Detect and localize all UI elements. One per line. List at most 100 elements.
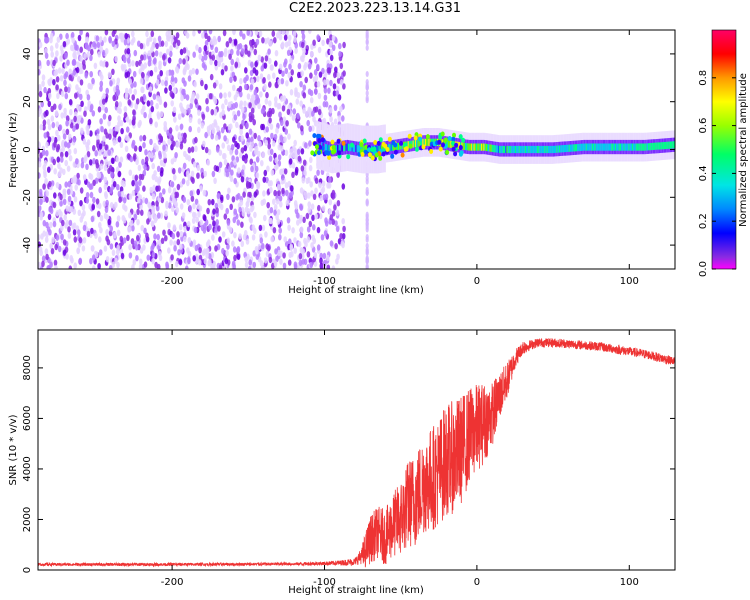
ridge-core	[613, 143, 616, 151]
noise-speckle	[226, 219, 231, 226]
noise-speckle	[312, 76, 317, 83]
noise-speckle	[105, 235, 109, 242]
ridge-blob	[400, 152, 405, 158]
ridge-core	[576, 144, 578, 152]
noise-speckle	[233, 208, 237, 215]
noise-speckle	[149, 99, 154, 107]
ridge-core	[513, 145, 516, 154]
ridge-core	[654, 142, 656, 150]
noise-speckle	[105, 229, 109, 236]
noise-speckle	[175, 32, 180, 39]
noise-speckle	[273, 204, 278, 211]
noise-speckle	[301, 30, 305, 35]
noise-speckle	[203, 64, 207, 71]
noise-speckle	[56, 92, 60, 100]
noise-speckle	[306, 236, 311, 243]
noise-speckle	[174, 260, 179, 268]
noise-speckle	[311, 125, 315, 132]
noise-speckle	[112, 203, 116, 211]
ridge-core	[661, 142, 663, 150]
noise-speckle	[125, 126, 130, 133]
noise-speckle	[262, 176, 267, 183]
noise-speckle	[331, 44, 336, 51]
noise-speckle	[264, 98, 269, 105]
ridge-blob	[318, 144, 323, 150]
noise-speckle	[140, 108, 145, 115]
noise-speckle	[302, 84, 307, 91]
noise-speckle	[169, 239, 173, 246]
ridge-core	[632, 143, 634, 151]
ridge-blob	[363, 149, 368, 155]
noise-speckle	[244, 67, 248, 74]
noise-speckle	[323, 259, 327, 267]
noise-speckle	[314, 57, 318, 64]
ridge-blob	[374, 152, 379, 158]
ridge-blob	[443, 137, 448, 143]
noise-speckle	[299, 203, 303, 210]
noise-speckle	[155, 102, 159, 110]
noise-speckle	[342, 41, 346, 49]
noise-speckle	[167, 187, 172, 194]
noise-speckle	[316, 34, 320, 41]
noise-speckle	[281, 30, 285, 36]
noise-speckle	[298, 253, 303, 260]
ridge-core	[600, 143, 602, 151]
noise-speckle	[289, 57, 293, 65]
ridge-core	[652, 142, 655, 150]
noise-speckle	[221, 62, 225, 70]
noise-speckle	[116, 229, 121, 236]
noise-speckle	[125, 116, 130, 123]
noise-speckle	[224, 65, 228, 72]
noise-speckle	[266, 111, 271, 118]
noise-speckle	[108, 114, 112, 122]
noise-speckle	[181, 178, 186, 185]
ridge-core	[500, 145, 502, 154]
ridge-blob	[336, 138, 341, 144]
noise-speckle	[198, 53, 203, 60]
noise-speckle	[116, 89, 120, 97]
noise-speckle	[150, 220, 155, 227]
noise-stripe-speckle	[365, 95, 369, 102]
noise-speckle	[119, 141, 124, 148]
noise-speckle	[217, 197, 221, 204]
ridge-core	[485, 143, 488, 151]
noise-speckle	[300, 70, 305, 77]
noise-speckle	[260, 65, 265, 72]
ridge-core	[335, 145, 338, 153]
noise-speckle	[141, 158, 145, 166]
ridge-core	[506, 145, 508, 154]
noise-speckle	[308, 30, 312, 34]
noise-speckle	[182, 67, 187, 75]
spectrogram-xlabel: Height of straight line (km)	[288, 285, 424, 296]
noise-speckle	[278, 234, 282, 241]
noise-speckle	[324, 217, 328, 224]
noise-speckle	[138, 68, 143, 75]
noise-speckle	[278, 111, 282, 118]
noise-speckle	[288, 158, 293, 165]
noise-speckle	[52, 79, 56, 86]
noise-speckle	[164, 40, 169, 48]
noise-speckle	[296, 219, 300, 226]
ridge-core	[341, 144, 344, 152]
noise-speckle	[332, 90, 337, 97]
noise-speckle	[155, 145, 159, 152]
noise-speckle	[243, 100, 247, 108]
noise-speckle	[53, 70, 58, 77]
noise-speckle	[232, 136, 236, 143]
ridge-core	[324, 143, 327, 151]
noise-speckle	[44, 178, 48, 185]
ridge-core	[562, 145, 564, 153]
ridge-core	[539, 145, 541, 154]
noise-speckle	[273, 133, 278, 141]
noise-speckle	[321, 39, 325, 46]
noise-speckle	[320, 234, 325, 241]
ridge-core	[508, 145, 511, 154]
noise-speckle	[132, 259, 137, 266]
ridge-core	[423, 138, 425, 146]
noise-speckle	[292, 30, 297, 37]
noise-speckle	[219, 194, 224, 201]
snr-x-tick-label: 0	[474, 577, 480, 588]
noise-speckle	[49, 207, 54, 215]
